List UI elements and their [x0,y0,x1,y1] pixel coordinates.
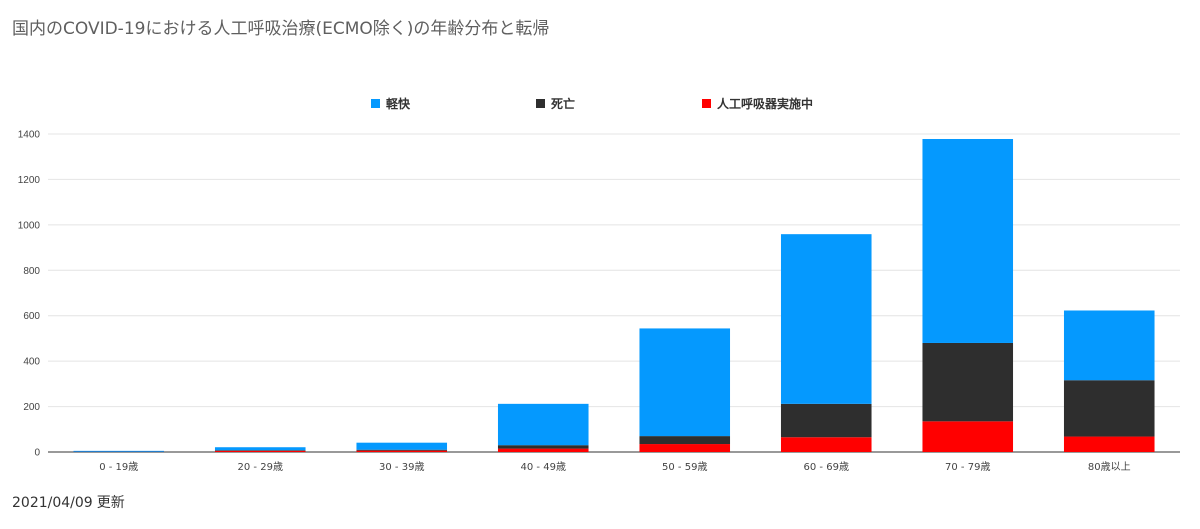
bar-segment [497,448,589,452]
y-tick-label: 600 [23,311,40,322]
bar-segment [639,328,731,437]
bar-segment [214,447,306,451]
bar-segment [356,442,448,450]
x-tick-label: 50 - 59歳 [662,461,707,473]
bar-segment [780,234,872,404]
bar-segment [780,437,872,452]
x-tick-label: 0 - 19歳 [99,461,138,473]
x-tick-label: 20 - 29歳 [238,461,283,473]
y-tick-label: 0 [34,448,40,459]
legend-label: 死亡 [551,96,575,111]
x-tick-label: 70 - 79歳 [945,461,990,473]
bar-segment [497,403,589,446]
bar-segment [214,450,306,451]
update-date: 2021/04/09 [12,495,93,511]
bar-segment [639,436,731,445]
bar-segment [214,450,306,452]
bar-segment [1063,380,1155,437]
y-tick-label: 1200 [18,175,41,186]
update-note: 2021/04/09 更新 [12,492,129,512]
bar-segment [1063,310,1155,381]
bar-segment [639,444,731,452]
chart-title: 国内のCOVID-19における人工呼吸治療(ECMO除く)の年齢分布と転帰 [12,19,550,39]
legend-swatch [371,99,380,108]
x-tick-label: 60 - 69歳 [804,461,849,473]
bar-segment [780,403,872,438]
bar-segment [497,445,589,449]
bar-segment [922,138,1014,343]
bar-segment [73,450,165,452]
y-tick-label: 200 [23,402,40,413]
legend-swatch [536,99,545,108]
update-label: 更新 [96,495,125,511]
bar-segment [356,449,448,451]
y-axis-ticks: 0 200 400 600 800 1000 1200 1400 [18,130,41,459]
x-tick-label: 40 - 49歳 [521,461,566,473]
x-tick-label: 80歳以上 [1088,461,1131,473]
legend: 軽快 死亡 人工呼吸器実施中 [371,96,813,111]
y-tick-label: 800 [23,266,40,277]
y-tick-label: 1000 [18,220,41,231]
legend-label: 人工呼吸器実施中 [717,96,813,111]
bar-segment [922,421,1014,452]
y-tick-label: 1400 [18,130,41,141]
legend-label: 軽快 [386,96,411,111]
y-tick-label: 400 [23,357,40,368]
bar-segment [922,342,1014,422]
x-tick-label: 30 - 39歳 [379,461,424,473]
legend-swatch [702,99,711,108]
bars [73,138,1155,452]
bar-segment [356,450,448,452]
x-axis-labels: 0 - 19歳 20 - 29歳 30 - 39歳 40 - 49歳 50 - 59歳 6… [99,461,1130,473]
bar-segment [1063,436,1155,452]
